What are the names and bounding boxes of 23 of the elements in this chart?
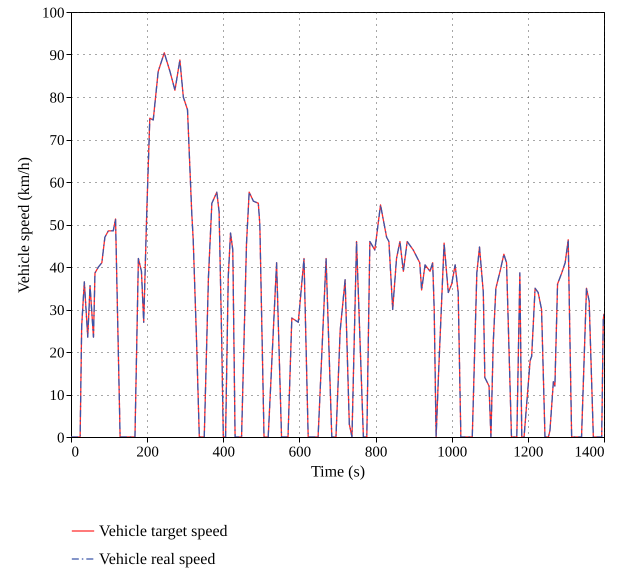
x-tick-label: 200 — [136, 444, 159, 460]
legend-label: Vehicle target speed — [99, 523, 228, 540]
y-tick-label: 80 — [50, 90, 64, 106]
x-tick-label: 800 — [364, 444, 388, 460]
x-tick-label: 600 — [288, 444, 312, 460]
y-tick-label: 90 — [50, 48, 64, 64]
y-tick-label: 100 — [42, 6, 64, 22]
y-tick-label: 0 — [57, 430, 64, 446]
y-tick-label: 30 — [50, 303, 64, 319]
x-tick-label: 400 — [212, 444, 236, 460]
y-tick-label: 50 — [50, 218, 64, 234]
y-tick-label: 70 — [50, 133, 64, 149]
y-tick-label: 20 — [50, 346, 64, 362]
legend-label: Vehicle real speed — [99, 551, 216, 568]
x-tick-label: 1400 — [574, 444, 604, 460]
x-tick-label: 1000 — [437, 444, 468, 460]
x-axis-title: Time (s) — [310, 464, 366, 480]
x-tick-label: 0 — [72, 444, 79, 460]
y-axis-title: Vehicle speed (km/h) — [16, 157, 33, 293]
x-tick-label: 1200 — [513, 444, 544, 460]
y-tick-label: 10 — [50, 388, 64, 404]
y-tick-label: 40 — [50, 260, 64, 276]
y-tick-label: 60 — [50, 176, 64, 192]
